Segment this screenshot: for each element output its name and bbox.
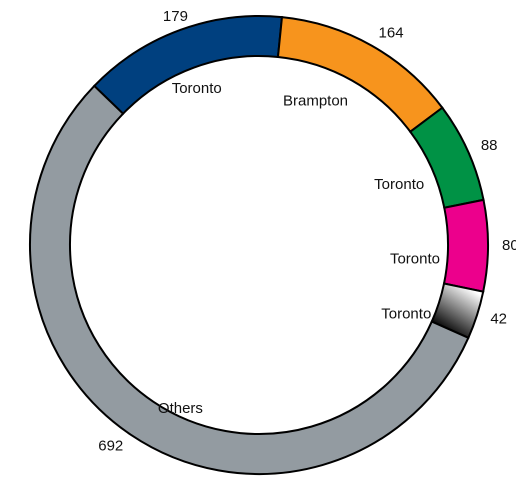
category-label: Toronto bbox=[172, 80, 222, 97]
donut-segment bbox=[92, 15, 284, 116]
donut-segment bbox=[276, 16, 444, 134]
value-label: 164 bbox=[379, 24, 404, 41]
value-label: 80 bbox=[502, 237, 516, 254]
value-label: 692 bbox=[98, 438, 123, 455]
value-label: 88 bbox=[481, 137, 498, 154]
value-label: 42 bbox=[490, 310, 507, 327]
category-label: Toronto bbox=[374, 176, 424, 193]
value-label: 179 bbox=[163, 8, 188, 25]
donut-segment bbox=[442, 198, 489, 293]
category-label: Toronto bbox=[390, 251, 440, 268]
donut-segment bbox=[29, 84, 470, 475]
category-label: Toronto bbox=[381, 305, 431, 322]
category-label: Others bbox=[158, 400, 203, 417]
category-label: Brampton bbox=[283, 92, 348, 109]
